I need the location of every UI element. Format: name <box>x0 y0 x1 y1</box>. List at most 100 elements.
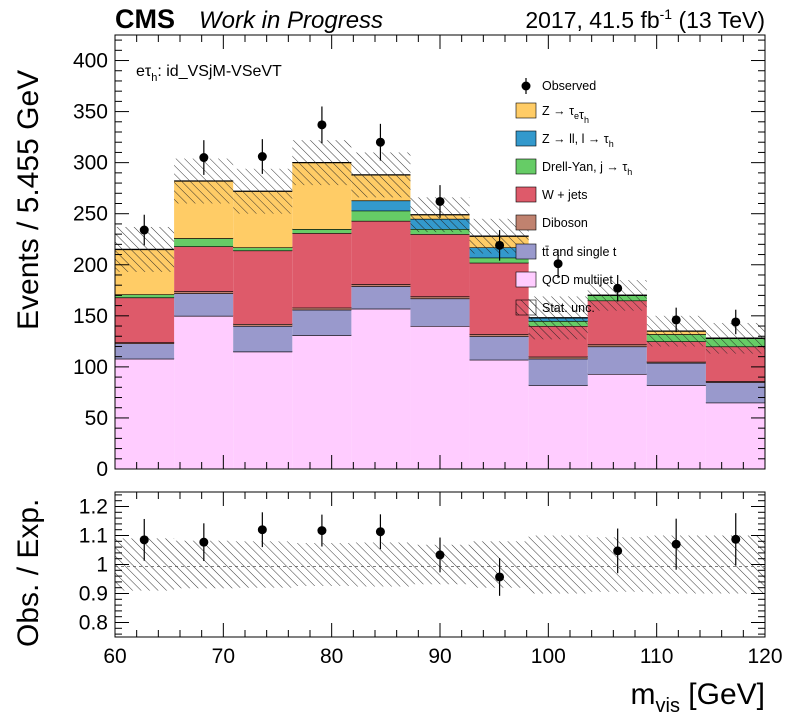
ratio-point-4 <box>376 527 385 536</box>
ratio-band-bin-2 <box>233 541 292 587</box>
bar-qcd-bin-4 <box>351 309 410 469</box>
legend-swatch-diboson <box>516 215 536 230</box>
legend-label-wjets: W + jets <box>542 188 588 202</box>
lumi-label: 2017, 41.5 fb-1 (13 TeV) <box>525 6 765 33</box>
stat-unc-bin-2 <box>233 169 292 214</box>
bar-wjets-bin-3 <box>292 233 351 308</box>
ratio-y-tick-label-1.1: 1.1 <box>79 525 108 548</box>
bar-ttbar-bin-9 <box>647 363 706 385</box>
ratio-band-bin-3 <box>292 543 351 586</box>
y-tick-label-400: 400 <box>73 50 108 73</box>
y-tick-label-250: 250 <box>73 203 108 226</box>
stat-unc-bin-3 <box>292 140 351 185</box>
x-tick-label-90: 90 <box>428 645 451 668</box>
status-label: Work in Progress <box>199 7 383 34</box>
observed-point-10 <box>731 317 740 326</box>
ratio-y-tick-label-0.8: 0.8 <box>79 612 108 635</box>
bar-ttbar-bin-4 <box>351 286 410 308</box>
bar-qcd-bin-10 <box>706 403 765 469</box>
ratio-y-axis-title: Obs. / Exp. <box>12 499 45 647</box>
observed-point-6 <box>495 241 504 250</box>
legend-observed-label: Observed <box>542 79 596 93</box>
observed-point-2 <box>258 152 267 161</box>
bar-qcd-bin-5 <box>410 326 469 469</box>
observed-point-0 <box>140 226 149 235</box>
bar-wjets-bin-0 <box>115 297 174 342</box>
legend: Observed Z → τeτh Z → ll, l → τh Drell-Yan,… <box>516 78 632 315</box>
legend-swatch-ttbar <box>516 244 536 259</box>
bar-drellyan-bin-1 <box>174 238 233 246</box>
bar-qcd-bin-0 <box>115 359 174 469</box>
bar-qcd-bin-6 <box>470 360 529 469</box>
ratio-band-bin-7 <box>529 536 588 594</box>
ratio-point-1 <box>199 538 208 547</box>
legend-label-zll: Z → ll, l → τh <box>542 132 614 149</box>
observed-point-1 <box>199 153 208 162</box>
y-tick-label-50: 50 <box>85 407 108 430</box>
observed-point-8 <box>613 284 622 293</box>
ratio-y-tick-label-1: 1 <box>96 554 108 577</box>
bar-ttbar-bin-6 <box>470 336 529 359</box>
ratio-point-6 <box>495 572 504 581</box>
legend-swatch-ztt <box>516 103 536 118</box>
legend-swatch-wjets <box>516 187 536 202</box>
y-tick-label-0: 0 <box>96 458 108 481</box>
x-tick-label-60: 60 <box>103 645 126 668</box>
observed-point-7 <box>554 259 563 268</box>
bar-zll-bin-4 <box>351 200 410 210</box>
bar-ttbar-bin-5 <box>410 298 469 326</box>
bar-drellyan-bin-4 <box>351 211 410 221</box>
ratio-point-8 <box>613 546 622 555</box>
legend-swatch-drellyan <box>516 159 536 174</box>
bar-ttbar-bin-1 <box>174 293 233 315</box>
legend-label-stat-unc: Stat. unc. <box>542 301 595 315</box>
cms-label: CMS <box>115 4 175 34</box>
ratio-point-2 <box>258 525 267 534</box>
bar-ttbar-bin-7 <box>529 359 588 386</box>
bar-ttbar-bin-3 <box>292 310 351 336</box>
legend-label-qcd: QCD multijet <box>542 273 613 287</box>
bar-wjets-bin-2 <box>233 250 292 324</box>
bar-ttbar-bin-8 <box>588 346 647 374</box>
bar-ttbar-bin-2 <box>233 326 292 352</box>
x-tick-label-100: 100 <box>531 645 566 668</box>
x-axis-title: mvis [GeV] <box>631 678 766 717</box>
ratio-point-0 <box>140 535 149 544</box>
y-tick-label-150: 150 <box>73 305 108 328</box>
y-tick-label-200: 200 <box>73 254 108 277</box>
bar-wjets-bin-4 <box>351 221 410 284</box>
observed-point-5 <box>436 197 445 206</box>
x-tick-label-110: 110 <box>640 645 673 668</box>
bar-qcd-bin-9 <box>647 385 706 469</box>
bar-wjets-bin-5 <box>410 234 469 296</box>
bar-qcd-bin-8 <box>588 374 647 469</box>
bar-qcd-bin-2 <box>233 352 292 469</box>
observed-point-3 <box>317 120 326 129</box>
bar-wjets-bin-1 <box>174 246 233 291</box>
x-tick-label-70: 70 <box>212 645 235 668</box>
x-tick-label-120: 120 <box>747 645 782 668</box>
legend-label-ztt: Z → τeτh <box>542 104 589 125</box>
legend-swatch-zll <box>516 131 536 146</box>
x-tick-label-80: 80 <box>320 645 343 668</box>
y-tick-label-350: 350 <box>73 101 108 124</box>
bar-qcd-bin-1 <box>174 316 233 469</box>
ratio-point-10 <box>731 535 740 544</box>
legend-label-diboson: Diboson <box>542 216 588 230</box>
ratio-point-5 <box>436 550 445 559</box>
observed-point-9 <box>672 315 681 324</box>
ratio-y-tick-label-1.2: 1.2 <box>79 496 108 519</box>
bar-ttbar-bin-10 <box>706 382 765 402</box>
ratio-y-tick-label-0.9: 0.9 <box>79 583 108 606</box>
legend-swatch-qcd <box>516 272 536 287</box>
observed-point-4 <box>376 138 385 147</box>
y-axis-title: Events / 5.455 GeV <box>12 70 45 330</box>
legend-label-drellyan: Drell-Yan, j → τh <box>542 160 632 177</box>
legend-observed-marker <box>522 82 531 91</box>
y-tick-label-100: 100 <box>73 356 108 379</box>
bar-ttbar-bin-0 <box>115 343 174 358</box>
ratio-point-3 <box>317 526 326 535</box>
ratio-point-9 <box>672 540 681 549</box>
bar-qcd-bin-7 <box>529 385 588 469</box>
